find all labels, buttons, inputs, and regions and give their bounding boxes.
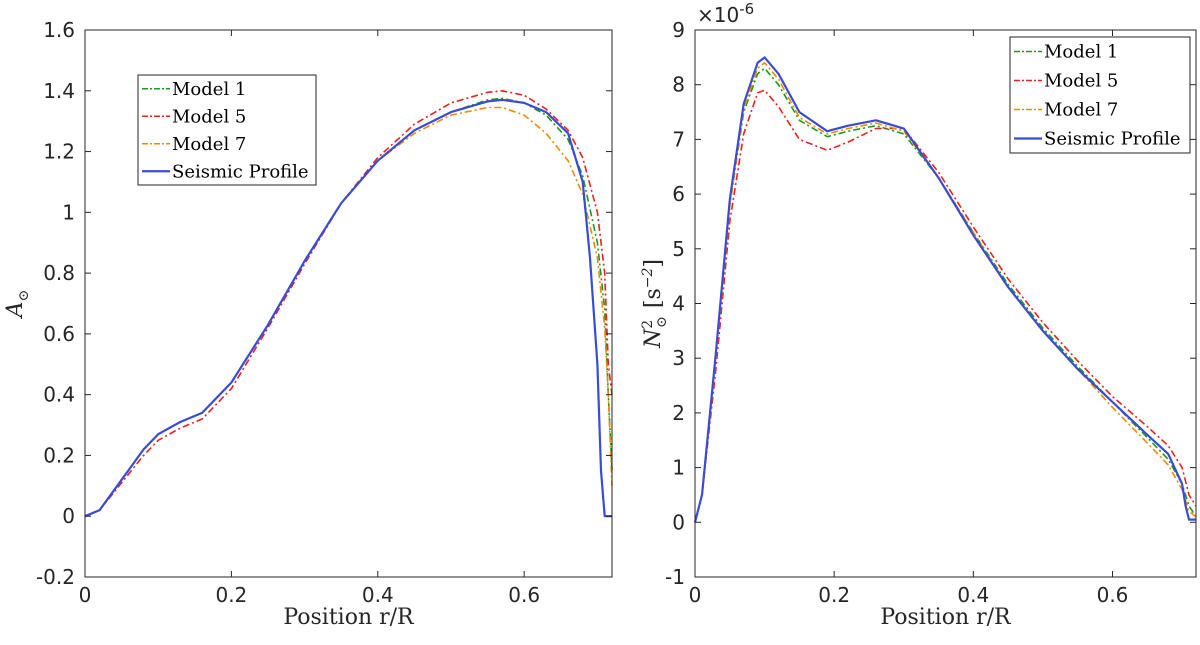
series-line-seismic-profile	[84, 98, 612, 518]
y-tick-label: 1.4	[43, 79, 75, 103]
y-axis-multiplier-base: ×10	[697, 3, 739, 27]
y-axis-multiplier: ×10-6	[697, 0, 754, 27]
legend-label: Seismic Profile	[172, 161, 309, 182]
x-axis-label: Position r/R	[880, 605, 1012, 630]
legend-box	[137, 74, 317, 186]
y-axis-label-sub: ⊙	[654, 316, 670, 328]
legend-label: Model 1	[172, 79, 246, 100]
legend-box	[1009, 36, 1191, 154]
y-axis-label-symbol: N	[641, 328, 666, 349]
y-axis-label-sup: 2	[640, 320, 656, 329]
y-tick-label: 6	[672, 182, 685, 206]
axes-box	[84, 29, 613, 578]
x-tick-label: 0.4	[362, 583, 394, 607]
x-tick-label: 0	[689, 583, 702, 607]
y-tick-label: 8	[672, 73, 685, 97]
y-tick-label: 0.2	[43, 443, 75, 467]
y-axis-label-unit: [s	[641, 288, 666, 308]
legend-label: Model 7	[172, 134, 246, 155]
x-tick-label: 0	[79, 583, 92, 607]
legend-label: Seismic Profile	[1044, 129, 1181, 150]
legend-label: Model 1	[1044, 42, 1118, 63]
left-chart: 0 0.2 0.4 0.6-0.200.20.40.60.811.21.41.6Pos…	[3, 18, 613, 630]
y-tick-label: 5	[672, 237, 685, 261]
y-tick-label: 1.2	[43, 140, 75, 164]
y-tick-label: 7	[672, 127, 685, 151]
y-tick-label: 2	[672, 401, 685, 425]
y-axis-label-sub: ⊙	[16, 290, 32, 302]
legend-label: Model 7	[1044, 100, 1118, 121]
y-axis-label-unit-sup: −2	[640, 267, 656, 288]
y-tick-label: 3	[672, 346, 685, 370]
y-tick-label: 1	[62, 200, 75, 224]
y-tick-label: 0.8	[43, 261, 75, 285]
y-tick-label: 0.4	[43, 383, 75, 407]
y-tick-label: 0	[672, 510, 685, 534]
x-tick-label: 0.2	[818, 583, 850, 607]
legend-label: Model 5	[172, 106, 246, 127]
x-tick-label: 0.6	[1097, 583, 1129, 607]
y-tick-label: 1	[672, 456, 685, 480]
y-tick-label: 4	[672, 292, 685, 316]
series-line-model-5	[84, 90, 613, 517]
y-axis-label-unit-end: ]	[641, 259, 666, 268]
y-tick-label: 9	[672, 18, 685, 42]
x-tick-label: 0.4	[957, 583, 989, 607]
y-tick-label: 0	[62, 504, 75, 528]
y-tick-label: -1	[665, 565, 685, 589]
y-axis-label: A⊙	[3, 290, 32, 320]
legend-label: Model 5	[1044, 71, 1118, 92]
series-line-model-5	[694, 89, 1197, 523]
y-axis-label-symbol: A	[3, 301, 28, 319]
x-tick-label: 0.2	[215, 583, 247, 607]
y-tick-label: -0.2	[36, 565, 75, 589]
y-axis-label: N2⊙ [s−2]	[640, 259, 670, 349]
y-tick-label: 1.6	[43, 18, 75, 42]
x-axis-label: Position r/R	[283, 605, 415, 630]
x-tick-label: 0.6	[508, 583, 540, 607]
y-axis-multiplier-exponent: -6	[739, 0, 754, 18]
series-line-seismic-profile	[693, 56, 1196, 523]
y-tick-label: 0.6	[43, 322, 75, 346]
